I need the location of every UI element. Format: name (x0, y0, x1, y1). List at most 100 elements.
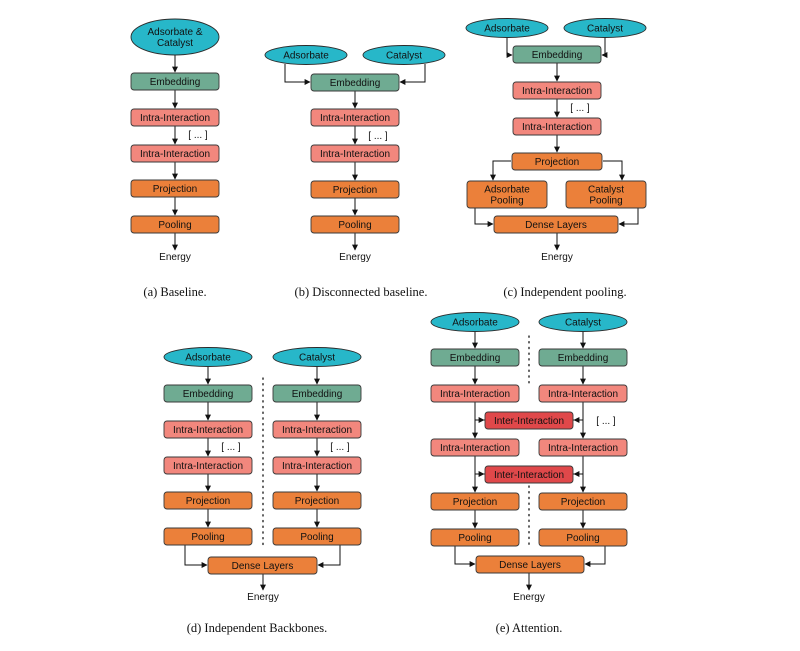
e-right-intra-box-1-shape (538, 384, 628, 403)
e-right-embedding-box: Embedding (538, 348, 628, 367)
d-right-ellipsis: [ ... ] (330, 442, 350, 453)
a-intra-box-2: Intra-Interaction (130, 144, 220, 163)
d-right-intra-box-1-shape (272, 420, 362, 439)
e-right-projection-box: Projection (538, 492, 628, 511)
e-right-projection-box-shape (538, 492, 628, 511)
e-left-embedding-box: Embedding (430, 348, 520, 367)
e-left-intra-box-1-label: Intra-Interaction (440, 389, 510, 400)
caption-a: (a) Baseline. (143, 285, 206, 299)
d-right-projection-box: Projection (272, 491, 362, 510)
e-right-pooling-box-shape (538, 528, 628, 547)
b-projection-box-shape (310, 180, 400, 199)
c-intra-box-2: Intra-Interaction (512, 117, 602, 136)
e-edge-intra2-left-inter (474, 456, 485, 477)
d-right-pooling-box: Pooling (272, 527, 362, 546)
c-intra-box-1-label: Intra-Interaction (522, 86, 592, 97)
e-dense-box-label: Dense Layers (499, 560, 561, 571)
d-edge-pool-right (317, 545, 341, 568)
e-catalyst-node-label: Catalyst (565, 318, 601, 329)
c-dense-box-shape (493, 215, 619, 234)
e-edge-pool-left (454, 546, 476, 567)
d-right-intra-box-2-shape (272, 456, 362, 475)
c-intra-box-2-shape (512, 117, 602, 136)
d-adsorbate-node-shape (163, 347, 253, 367)
e-dense-box: Dense Layers (475, 555, 585, 574)
d-left-intra-box-1-shape (163, 420, 253, 439)
b-embedding-box-label: Embedding (330, 78, 381, 89)
d-right-embedding-box: Embedding (272, 384, 362, 403)
b-intra-box-1-shape (310, 108, 400, 127)
caption-b: (b) Disconnected baseline. (295, 285, 428, 299)
a-embedding-box-shape (130, 72, 220, 91)
a-projection-box-label: Projection (153, 184, 197, 195)
e-inter-box-2-label: Inter-Interaction (494, 470, 564, 481)
d-energy-label: Energy (247, 592, 279, 603)
e-left-intra-box-1: Intra-Interaction (430, 384, 520, 403)
a-intra-box-2-shape (130, 144, 220, 163)
a-embedding-box-label: Embedding (150, 77, 201, 88)
d-left-intra-box-1: Intra-Interaction (163, 420, 253, 439)
e-edge-inter1-left (472, 419, 485, 439)
e-right-intra-box-1-label: Intra-Interaction (548, 389, 618, 400)
e-edge-intra1-right-inter (573, 402, 584, 423)
e-left-pooling-box: Pooling (430, 528, 520, 547)
b-catalyst-node-shape (362, 45, 446, 65)
b-pooling-box-label: Pooling (338, 220, 371, 231)
d-right-intra-box-2-label: Intra-Interaction (282, 461, 352, 472)
e-left-embedding-box-shape (430, 348, 520, 367)
c-edge-proj-right (603, 160, 625, 181)
c-intra-box-1-shape (512, 81, 602, 100)
c-catalyst-pooling-box-shape (565, 180, 647, 209)
d-right-intra-box-2: Intra-Interaction (272, 456, 362, 475)
a-intra-box-1-label: Intra-Interaction (140, 113, 210, 124)
d-catalyst-node: Catalyst (272, 347, 362, 367)
d-right-pooling-box-shape (272, 527, 362, 546)
c-dense-box: Dense Layers (493, 215, 619, 234)
d-right-pooling-box-label: Pooling (300, 532, 333, 543)
d-left-embedding-box: Embedding (163, 384, 253, 403)
d-adsorbate-node: Adsorbate (163, 347, 253, 367)
e-left-intra-box-2-shape (430, 438, 520, 457)
e-edge-pool-right (584, 546, 606, 567)
e-right-intra-box-1: Intra-Interaction (538, 384, 628, 403)
e-left-intra-box-1-shape (430, 384, 520, 403)
c-embedding-box: Embedding (512, 45, 602, 64)
a-input-node-shape (130, 18, 220, 56)
c-embedding-box-label: Embedding (532, 50, 583, 61)
e-left-projection-box-shape (430, 492, 520, 511)
c-catalyst-node-shape (563, 18, 647, 38)
caption-e: (e) Attention. (496, 621, 563, 635)
d-left-embedding-box-label: Embedding (183, 389, 234, 400)
a-intra-box-2-label: Intra-Interaction (140, 149, 210, 160)
e-left-embedding-box-label: Embedding (450, 353, 501, 364)
d-dense-box: Dense Layers (207, 556, 318, 575)
c-adsorbate-pooling-box: Adsorbate Pooling (466, 180, 548, 209)
c-intra-box-2-label: Intra-Interaction (522, 122, 592, 133)
e-right-embedding-box-label: Embedding (558, 353, 609, 364)
a-projection-box-shape (130, 179, 220, 198)
d-right-projection-box-shape (272, 491, 362, 510)
e-ellipsis: [ ... ] (596, 416, 616, 427)
e-right-projection-box-label: Projection (561, 497, 605, 508)
d-edge-pool-left (184, 545, 208, 568)
c-ellipsis: [ ... ] (570, 103, 590, 114)
d-left-pooling-box-label: Pooling (191, 532, 224, 543)
e-energy-label: Energy (513, 592, 545, 603)
b-catalyst-node: Catalyst (362, 45, 446, 65)
a-ellipsis: [ ... ] (188, 130, 208, 141)
e-inter-box-1-label: Inter-Interaction (494, 416, 564, 427)
a-projection-box: Projection (130, 179, 220, 198)
e-inter-box-1: Inter-Interaction (484, 411, 574, 430)
e-edge-intra2-right-inter (573, 456, 584, 477)
d-adsorbate-node-label: Adsorbate (185, 353, 231, 364)
e-edge-inter1-right (573, 419, 586, 439)
a-input-node: Adsorbate & Catalyst (130, 18, 220, 56)
b-energy-label: Energy (339, 252, 371, 263)
b-projection-box: Projection (310, 180, 400, 199)
c-edge-adsorbate (506, 37, 513, 58)
b-intra-box-1: Intra-Interaction (310, 108, 400, 127)
b-projection-box-label: Projection (333, 185, 377, 196)
d-left-projection-box: Projection (163, 491, 253, 510)
d-catalyst-node-shape (272, 347, 362, 367)
